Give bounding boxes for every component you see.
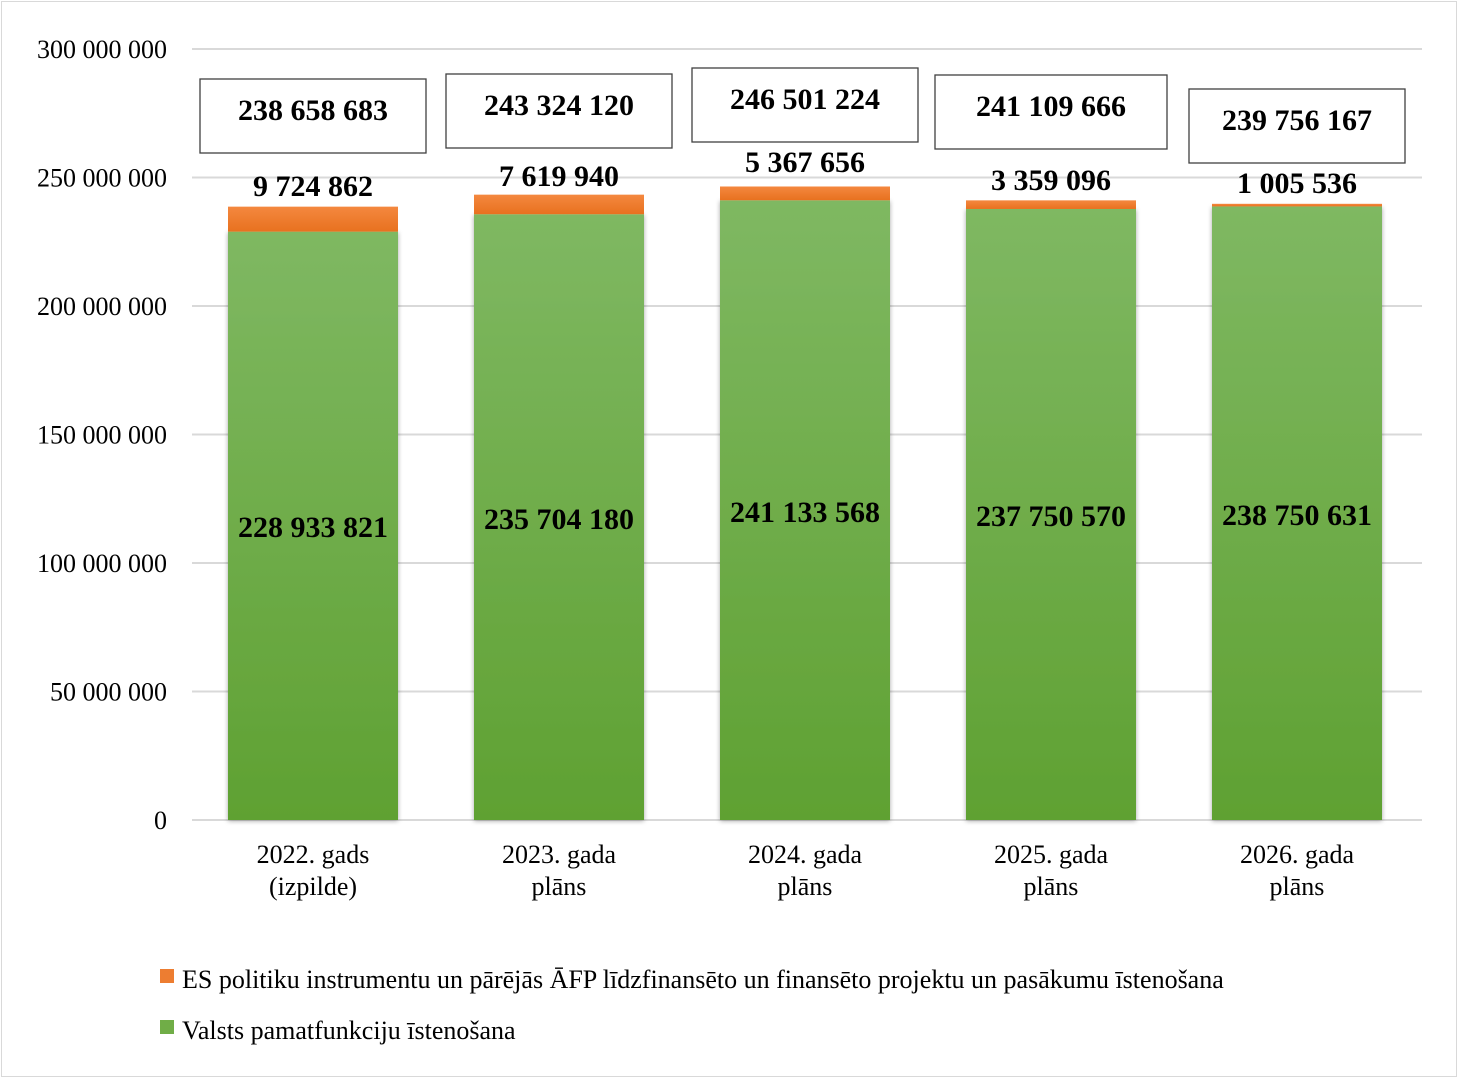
x-tick-label: plāns bbox=[532, 872, 587, 901]
total-label: 243 324 120 bbox=[484, 89, 634, 122]
y-tick-label: 250 000 000 bbox=[37, 164, 167, 193]
x-tick-label: plāns bbox=[1024, 872, 1079, 901]
total-label: 241 109 666 bbox=[976, 90, 1126, 123]
legend-swatch bbox=[160, 969, 174, 983]
data-label-valsts: 241 133 568 bbox=[730, 496, 880, 529]
total-label: 239 756 167 bbox=[1222, 104, 1372, 137]
legend: ES politiku instrumentu un pārējās ĀFP l… bbox=[160, 965, 1224, 1045]
data-label-valsts: 238 750 631 bbox=[1222, 499, 1372, 532]
data-label-valsts: 235 704 180 bbox=[484, 503, 634, 536]
y-axis: 0 50 000 000 100 000 000 150 000 000 200 000… bbox=[37, 35, 167, 835]
x-tick-label: 2025. gada bbox=[994, 840, 1109, 869]
y-tick-label: 0 bbox=[154, 806, 167, 835]
total-label-box bbox=[199, 78, 427, 154]
legend-item: Valsts pamatfunkciju īstenošana bbox=[160, 1016, 516, 1045]
legend-label: ES politiku instrumentu un pārējās ĀFP l… bbox=[182, 965, 1224, 994]
data-label-es: 7 619 940 bbox=[499, 160, 619, 193]
bar-es-politiku-instrumenti bbox=[474, 194, 644, 215]
bar-valsts-pamatfunkcijas bbox=[1212, 206, 1382, 820]
bar-group: 237 750 570 3 359 096 241 109 666 bbox=[934, 74, 1168, 821]
y-tick-label: 50 000 000 bbox=[50, 678, 167, 707]
x-tick-label: 2024. gada bbox=[748, 840, 863, 869]
bar-group: 228 933 821 9 724 862 238 658 683 bbox=[199, 78, 427, 820]
x-tick-label: 2023. gada bbox=[502, 840, 617, 869]
y-tick-label: 100 000 000 bbox=[37, 549, 167, 578]
bar-group: 241 133 568 5 367 656 246 501 224 bbox=[691, 67, 919, 820]
total-label-box bbox=[691, 67, 919, 143]
bar-valsts-pamatfunkcijas bbox=[228, 231, 398, 820]
y-tick-label: 200 000 000 bbox=[37, 292, 167, 321]
bar-es-politiku-instrumenti bbox=[1212, 203, 1382, 207]
total-label: 238 658 683 bbox=[238, 94, 388, 127]
bar-es-politiku-instrumenti bbox=[228, 206, 398, 232]
data-label-es: 5 367 656 bbox=[745, 146, 865, 179]
bar-valsts-pamatfunkcijas bbox=[720, 200, 890, 820]
total-label: 246 501 224 bbox=[730, 83, 880, 116]
x-axis: 2022. gads (izpilde) 2023. gada plāns 2024. … bbox=[257, 840, 1355, 901]
legend-item: ES politiku instrumentu un pārējās ĀFP l… bbox=[160, 965, 1224, 994]
bar-group: 235 704 180 7 619 940 243 324 120 bbox=[445, 73, 673, 821]
y-tick-label: 150 000 000 bbox=[37, 421, 167, 450]
bar-es-politiku-instrumenti bbox=[720, 186, 890, 201]
data-label-es: 9 724 862 bbox=[253, 170, 373, 203]
total-label-box bbox=[445, 73, 673, 149]
bar-es-politiku-instrumenti bbox=[966, 200, 1136, 209]
data-label-es: 1 005 536 bbox=[1237, 167, 1357, 200]
legend-swatch bbox=[160, 1020, 174, 1034]
x-tick-label: (izpilde) bbox=[269, 872, 357, 901]
bar-valsts-pamatfunkcijas bbox=[474, 214, 644, 821]
bar-valsts-pamatfunkcijas bbox=[966, 208, 1136, 821]
legend-label: Valsts pamatfunkciju īstenošana bbox=[182, 1016, 516, 1045]
y-tick-label: 300 000 000 bbox=[37, 35, 167, 64]
total-label-box bbox=[934, 74, 1168, 150]
data-label-valsts: 237 750 570 bbox=[976, 500, 1126, 533]
data-label-valsts: 228 933 821 bbox=[238, 511, 388, 544]
total-label-box bbox=[1188, 88, 1406, 164]
bar-group: 238 750 631 1 005 536 239 756 167 bbox=[1188, 88, 1406, 820]
x-tick-label: 2026. gada bbox=[1240, 840, 1355, 869]
bars: 228 933 821 9 724 862 238 658 683 235 704 1… bbox=[199, 67, 1406, 821]
x-tick-label: plāns bbox=[1270, 872, 1325, 901]
x-tick-label: plāns bbox=[778, 872, 833, 901]
data-label-es: 3 359 096 bbox=[991, 164, 1111, 197]
x-tick-label: 2022. gads bbox=[257, 840, 370, 869]
